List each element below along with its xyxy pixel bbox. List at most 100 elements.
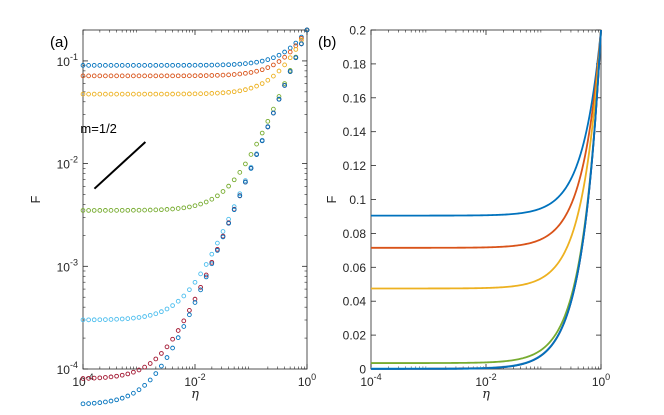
panel-a-marker: [282, 62, 287, 68]
panel-a-marker: [103, 91, 108, 97]
panel-a-marker: [86, 208, 91, 213]
panel-a-marker: [192, 300, 198, 305]
panel-a-marker: [192, 73, 198, 79]
panel-a-marker: [119, 63, 125, 68]
panel-a-marker: [114, 73, 119, 79]
panel-a-marker: [220, 189, 226, 194]
panel-a-marker: [265, 124, 271, 130]
panel-b-y-tick-label: 0.1: [349, 193, 366, 207]
panel-a-marker: [181, 91, 187, 97]
panel-a-marker: [136, 367, 142, 373]
panel-a-marker: [243, 178, 248, 183]
panel-a-marker: [231, 89, 237, 95]
panel-a-marker: [131, 369, 136, 375]
panel-a-marker: [181, 318, 187, 324]
panel-a-marker: [170, 303, 175, 308]
panel-a-marker: [220, 72, 226, 78]
panel-a-marker: [159, 363, 164, 369]
panel-a-marker: [299, 36, 304, 41]
panel-a-marker: [203, 73, 209, 78]
panel-a-marker: [237, 88, 243, 94]
panel-a-marker: [293, 55, 299, 61]
panel-a-marker: [259, 81, 265, 86]
panel-a-marker: [271, 106, 276, 112]
panel-b-y-tick-label: 0.16: [343, 91, 367, 105]
panel-a-marker: [299, 41, 304, 47]
panel-a-marker: [147, 91, 153, 97]
panel-a-x-tick-label: 10-2: [184, 372, 205, 389]
panel-a-marker: [271, 73, 276, 79]
panel-a-marker: [97, 208, 103, 213]
panel-a-marker: [131, 390, 136, 396]
panel-a-marker: [136, 387, 142, 393]
panel-a-marker: [271, 62, 276, 68]
panel-a-marker: [265, 65, 271, 70]
slope-line: [93, 141, 147, 190]
panel-a-marker: [159, 91, 164, 97]
panel-a-marker: [80, 317, 86, 323]
panel-a-marker: [80, 376, 86, 381]
panel-a-marker: [209, 196, 215, 202]
panel-b-line-s7: [371, 29, 602, 370]
panel-a-marker: [86, 63, 91, 68]
panel-a-marker: [80, 73, 86, 79]
panel-a-marker: [86, 73, 91, 79]
panel-a-marker: [108, 91, 114, 97]
panel-a-marker: [282, 81, 287, 86]
panel-a-marker: [86, 376, 91, 381]
panel-a-marker: [97, 63, 103, 68]
panel-a-marker: [276, 59, 282, 64]
panel-a-marker: [259, 67, 265, 73]
panel-a-series-s7: [80, 27, 310, 407]
panel-a-marker: [276, 96, 282, 102]
panel-a-marker: [209, 91, 215, 96]
panel-a-marker: [237, 193, 243, 199]
panel-a-marker: [159, 351, 164, 356]
panel-a-series-s1: [80, 27, 310, 68]
panel-a-marker: [287, 69, 293, 74]
panel-a-marker: [276, 68, 282, 74]
panel-a-marker: [91, 73, 97, 79]
panel-a-marker: [131, 315, 136, 321]
panel-a-marker: [215, 248, 220, 253]
panel-a-marker: [103, 317, 108, 322]
panel-a-marker: [108, 374, 114, 380]
panel-a-marker: [271, 55, 276, 61]
panel-a-marker: [119, 73, 125, 79]
panel-a-marker: [181, 205, 187, 211]
panel-a-marker: [114, 208, 119, 213]
panel-a-x-axis-label: η: [191, 387, 199, 402]
panel-a-marker: [187, 308, 192, 313]
panel-b-y-axis-label: F: [324, 195, 339, 203]
panel-b: (b) 10-4 10-2 100 0 0.02 0.04 0.06 0.08 0.1 0.12 0…: [318, 24, 610, 403]
panel-a-marker: [254, 83, 259, 89]
panel-a-marker: [125, 207, 131, 213]
panel-a-series-s5: [80, 27, 310, 323]
panel-a-marker: [153, 91, 159, 97]
panel-a-marker: [259, 138, 265, 144]
panel-a-marker: [97, 400, 103, 406]
panel-a-marker: [108, 317, 114, 322]
panel-a-marker: [198, 73, 203, 79]
panel-a-marker: [142, 364, 147, 370]
panel-b-line-s3: [371, 29, 602, 290]
panel-a-marker: [226, 183, 231, 189]
panel-a-marker: [231, 204, 237, 209]
panel-a-marker: [248, 70, 254, 75]
panel-a-marker: [276, 52, 282, 58]
panel-a-marker: [170, 73, 175, 79]
panel-a-marker: [80, 208, 86, 213]
panel-a-series-s2: [80, 27, 310, 79]
panel-a-marker: [153, 207, 159, 213]
panel-b-line-s2: [371, 29, 602, 249]
panel-a-marker: [114, 63, 119, 68]
panel-a-marker: [91, 63, 97, 68]
panel-a-marker: [142, 63, 147, 68]
panel-a-marker: [97, 73, 103, 79]
panel-a-marker: [142, 91, 147, 97]
panel-a-marker: [142, 73, 147, 79]
panel-a-marker: [159, 207, 164, 213]
panel-b-x-tick-label: 10-4: [360, 372, 381, 389]
panel-a-marker: [254, 152, 259, 157]
panel-a-marker: [103, 73, 108, 79]
